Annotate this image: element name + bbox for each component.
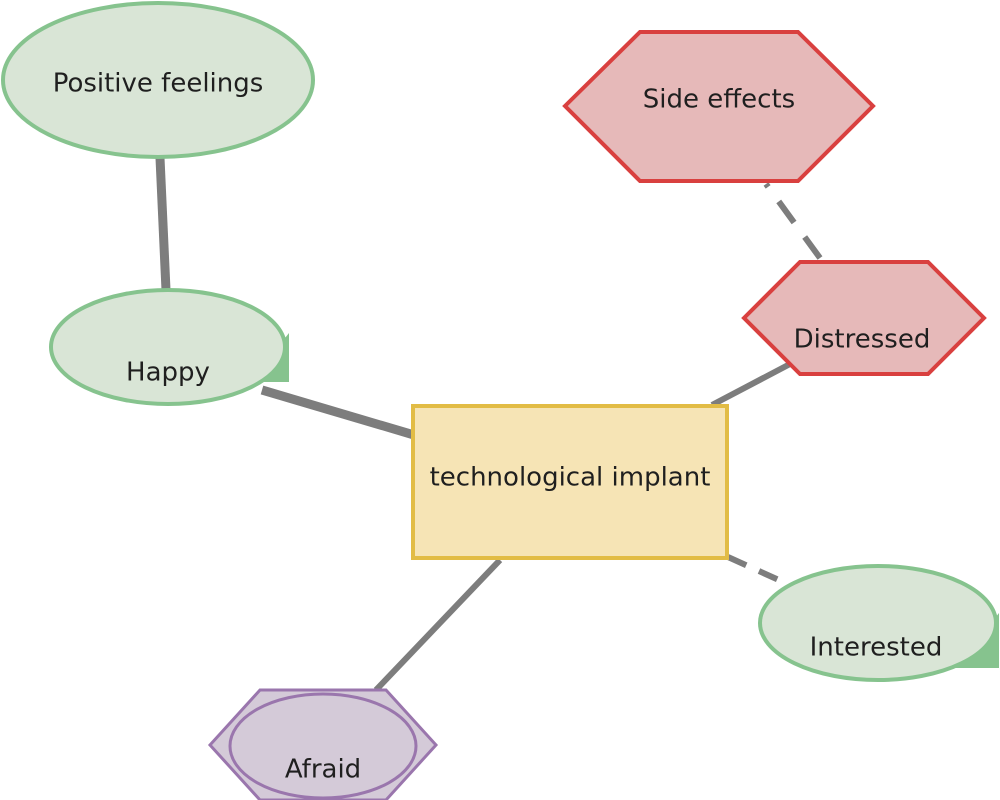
- edges: [155, 157, 823, 693]
- node-afraid-shape: [228, 692, 418, 800]
- edge-implant-distressed: [710, 361, 792, 408]
- node-interested-shape: [758, 564, 998, 682]
- edge-positive-feelings-happy: [155, 157, 171, 291]
- node-happy-shape: [49, 288, 287, 406]
- node-technological-implant-label: technological implant: [430, 463, 711, 493]
- node-technological-implant[interactable]: technological implant: [411, 404, 729, 560]
- node-interested-label: Interested: [810, 633, 943, 663]
- node-side-effects-label: Side effects: [643, 85, 795, 115]
- node-technological-implant-shape: [411, 404, 729, 560]
- node-afraid-label: Afraid: [285, 755, 361, 785]
- edge-implant-afraid: [373, 557, 503, 693]
- node-distressed-shape: [741, 260, 987, 376]
- node-distressed-label: Distressed: [794, 325, 931, 355]
- node-afraid[interactable]: Afraid: [207, 688, 439, 800]
- edge-implant-interested: [726, 554, 794, 589]
- node-distressed[interactable]: Distressed: [741, 260, 987, 376]
- node-happy-label: Happy: [126, 358, 210, 388]
- edge-happy-implant: [260, 385, 416, 440]
- node-happy[interactable]: Happy: [49, 288, 289, 406]
- node-side-effects[interactable]: Side effects: [562, 30, 876, 183]
- node-interested[interactable]: Interested: [758, 564, 999, 682]
- edge-distressed-side-effects: [763, 182, 823, 260]
- node-positive-feelings[interactable]: Positive feelings: [1, 1, 315, 159]
- node-positive-feelings-label: Positive feelings: [53, 69, 264, 99]
- node-positive-feelings-shape: [1, 1, 315, 159]
- node-side-effects-shape: [562, 30, 876, 183]
